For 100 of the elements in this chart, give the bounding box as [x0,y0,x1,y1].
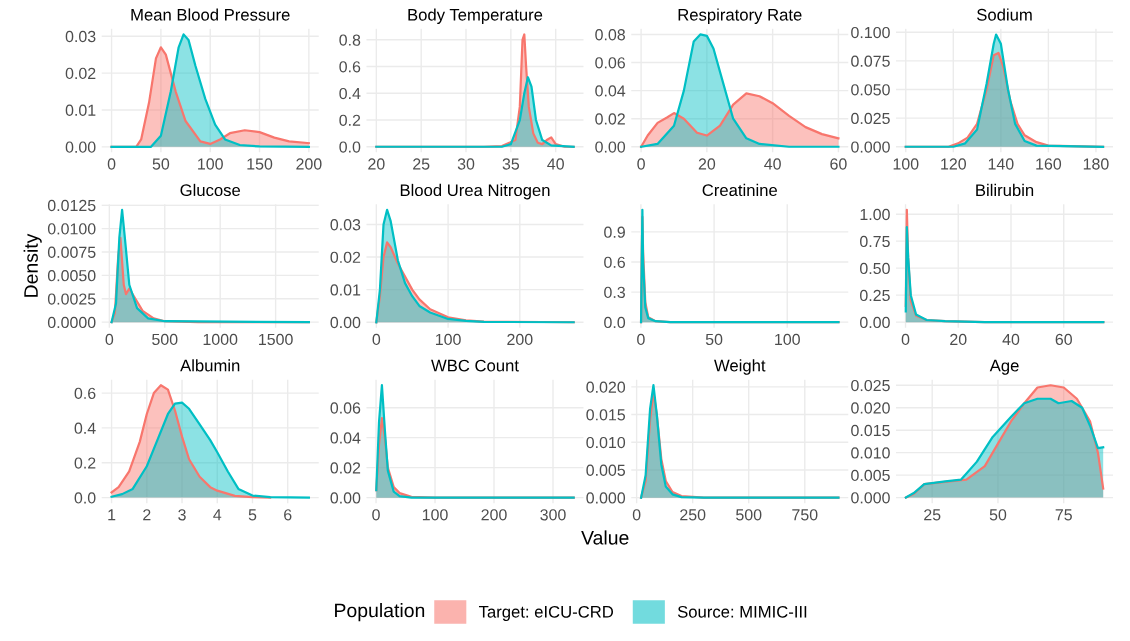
y-tick-label: 0.00 [65,141,96,153]
legend-label: Target: eICU-CRD [478,605,614,621]
y-tick-label: 0.2 [339,114,361,126]
y-tick-label: 0.8 [339,34,361,46]
y-tick-label: 0.6 [74,387,96,400]
y-tick-label: 0.025 [851,379,890,392]
y-tick-label: 0.0 [74,492,96,504]
y-tick-label: 0.01 [65,104,96,116]
y-tick-label: 0.04 [595,85,626,97]
x-tick-label: 3 [178,509,186,521]
x-tick-label: 25 [924,509,941,521]
y-tick-label: 0.01 [330,284,361,296]
chart-title: Albumin [180,359,240,372]
x-tick-label: 50 [989,509,1007,521]
chart-title: Weight [714,359,766,375]
x-tick-label: 300 [540,509,566,521]
x-tick-label: 20 [698,158,716,170]
x-tick-label: 200 [296,158,322,170]
y-tick-label: 0.0 [604,316,626,329]
y-tick-label: 0.4 [339,87,361,100]
x-tick-label: 0 [105,333,114,346]
y-tick-label: 0.010 [851,447,890,459]
chart-title: Blood Urea Nitrogen [400,183,550,200]
x-tick-label: 60 [1055,333,1072,346]
y-tick-label: 0.020 [851,402,890,414]
x-tick-label: 50 [705,333,723,346]
x-tick-label: 150 [247,158,273,170]
y-tick-label: 0.2 [74,457,96,469]
y-tick-label: 0.000 [851,492,890,504]
x-tick-label: 100 [435,333,461,346]
x-tick-label: 1 [108,509,116,521]
y-tick-label: 0.0025 [47,293,96,305]
x-tick-label: 0 [901,333,910,346]
x-tick-label: 20 [950,333,967,346]
y-tick-label: 0.00 [860,316,890,329]
x-tick-label: 0 [632,509,641,521]
x-tick-label: 200 [481,509,507,521]
legend-label: Source: MIMIC-III [677,605,807,618]
y-tick-label: 0.03 [65,30,96,43]
x-tick-label: 35 [502,158,520,170]
y-tick-label: 0.3 [604,286,625,299]
y-tick-label: 0.02 [65,67,96,80]
x-tick-label: 50 [152,158,170,170]
x-tick-label: 100 [422,509,448,521]
x-tick-label: 100 [893,158,919,170]
x-tick-label: 20 [368,158,385,170]
x-tick-label: 40 [547,158,564,170]
y-tick-label: 1.00 [860,208,890,221]
x-tick-label: 0 [372,509,380,521]
x-tick-label: 160 [1036,158,1062,170]
y-tick-label: 0.06 [595,57,625,69]
x-tick-label: 4 [213,509,222,521]
y-tick-label: 0.075 [851,55,890,67]
y-tick-label: 0.005 [851,469,890,482]
y-tick-label: 0.6 [604,256,625,268]
y-tick-label: 0.04 [330,432,361,444]
x-tick-label: 200 [507,333,533,346]
y-tick-label: 0.000 [586,492,626,504]
x-tick-label: 750 [792,509,818,521]
x-tick-label: 2 [143,509,151,521]
y-tick-label: 0.00 [330,492,361,504]
y-tick-label: 0.010 [586,436,626,449]
y-tick-label: 0.0 [339,141,361,153]
y-tick-label: 0.75 [860,235,890,248]
y-tick-label: 0.100 [851,26,890,39]
x-tick-label: 1000 [203,333,238,346]
y-tick-label: 0.02 [330,462,361,474]
y-tick-label: 0.0075 [47,246,96,258]
y-tick-label: 0.6 [339,61,361,73]
chart-title: Sodium [977,8,1032,21]
y-tick-label: 0.0125 [47,199,96,212]
y-tick-label: 0.03 [330,219,361,231]
y-tick-label: 0.00 [330,316,361,329]
x-tick-label: 100 [198,158,223,170]
x-axis-title: Value [581,530,629,545]
y-tick-label: 0.06 [330,402,361,414]
x-tick-label: 60 [830,158,847,170]
x-tick-label: 6 [284,509,292,521]
y-tick-label: 0.050 [851,84,890,96]
x-tick-label: 0 [372,333,381,346]
x-tick-label: 75 [1055,509,1072,521]
x-tick-label: 250 [680,509,706,521]
y-tick-label: 0.0050 [47,270,96,282]
x-tick-label: 0 [637,333,645,346]
chart-title: Glucose [180,183,241,197]
chart-title: Age [989,359,1019,375]
x-tick-label: 25 [413,158,430,170]
x-tick-label: 0 [107,158,116,170]
y-tick-label: 0.02 [595,113,625,125]
chart-title: Creatinine [702,183,778,197]
y-tick-label: 0.50 [860,262,890,275]
x-tick-label: 0 [637,158,645,170]
chart-title: Body Temperature [408,8,543,24]
y-tick-label: 0.005 [586,464,626,476]
y-tick-label: 0.000 [851,141,890,153]
chart-title: Respiratory Rate [678,8,802,24]
x-tick-label: 100 [775,333,800,346]
x-tick-label: 500 [152,333,178,346]
y-tick-label: 0.0000 [47,316,96,329]
y-tick-label: 0.02 [330,251,361,263]
